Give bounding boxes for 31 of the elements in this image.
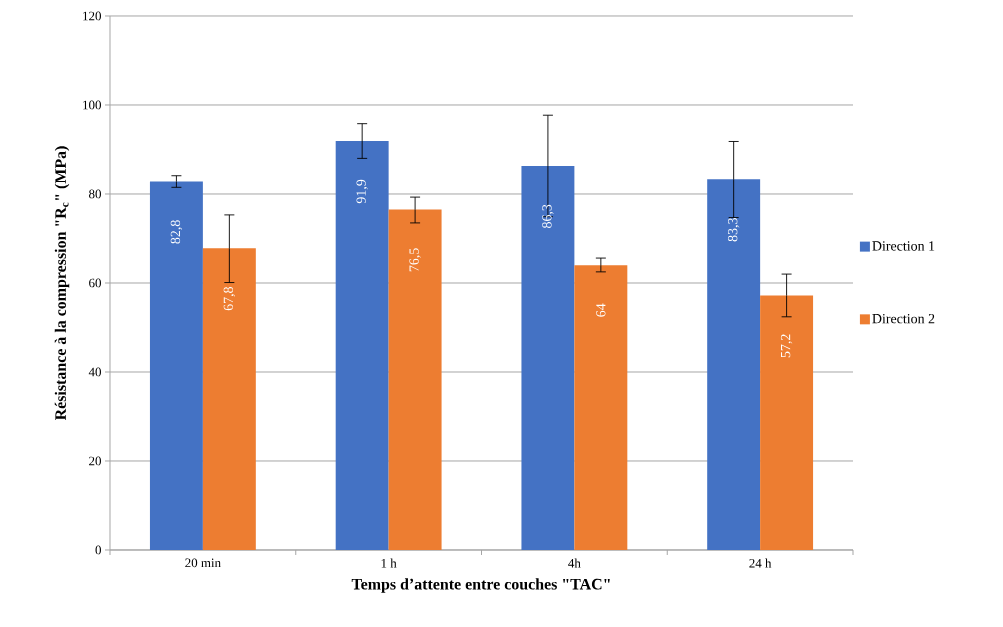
legend-label: Direction 1 — [872, 241, 935, 251]
x-tick-label: 20 min — [185, 558, 221, 568]
y-tick-label: 0 — [95, 545, 101, 555]
data-label: 64 — [596, 303, 606, 317]
bar — [149, 181, 203, 550]
x-tick-label: 24 h — [749, 558, 772, 568]
y-tick-label: 120 — [83, 11, 101, 21]
bar — [202, 248, 256, 550]
data-label: 91,9 — [356, 179, 368, 204]
y-axis-title: Résistance à la compression "R$_{c}$" (MPa) — [54, 146, 70, 421]
data-label: 83,3 — [727, 218, 740, 242]
data-label: 57,2 — [780, 334, 793, 358]
y-tick-label: 100 — [83, 100, 101, 110]
bar — [574, 265, 628, 550]
x-tick-label: 4h — [568, 558, 581, 568]
bar — [760, 295, 814, 550]
y-tick-label: 40 — [88, 367, 101, 377]
x-tick-label: 1 h — [381, 558, 397, 568]
data-label: 67,8 — [223, 287, 236, 311]
y-tick-label: 80 — [89, 189, 101, 199]
x-axis-title: Temps d’attente entre couches "TAC" — [351, 578, 610, 593]
legend-label: Direction 2 — [872, 313, 935, 324]
data-label: 82,8 — [170, 220, 183, 244]
bar — [388, 209, 442, 550]
data-label: 86,3 — [542, 204, 554, 229]
data-label: 76,5 — [409, 248, 421, 272]
bar — [707, 179, 761, 550]
y-tick-label: 20 — [89, 456, 101, 466]
y-tick-label: 60 — [89, 278, 101, 288]
bar — [335, 141, 389, 550]
bar — [521, 165, 575, 550]
